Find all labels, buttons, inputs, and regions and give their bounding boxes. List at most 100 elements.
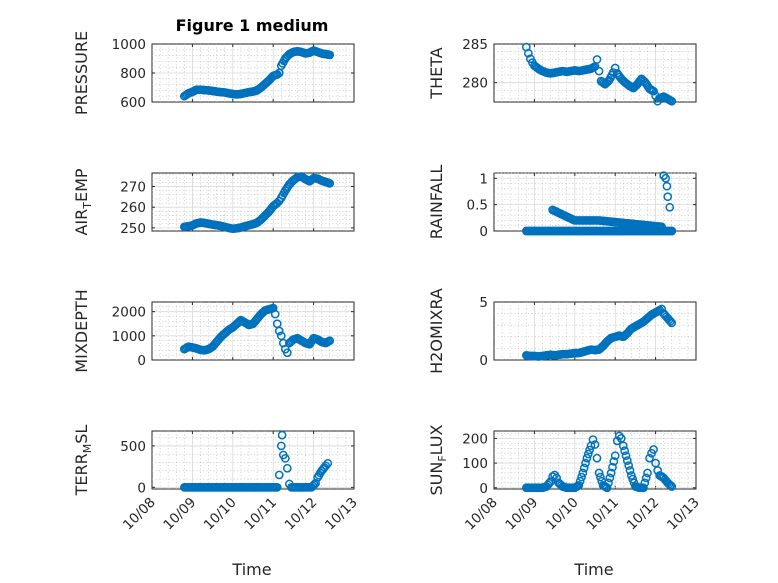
data-point xyxy=(574,480,584,490)
series-markers xyxy=(521,171,677,236)
y-tick-label: 0 xyxy=(479,224,488,240)
y-tick-label: 200 xyxy=(462,431,488,447)
data-point xyxy=(592,55,602,64)
data-point xyxy=(282,463,292,473)
y-tick-label: 500 xyxy=(120,439,146,455)
data-point xyxy=(546,477,555,486)
data-point xyxy=(282,348,292,358)
y-axis-label-main: AIR xyxy=(72,209,91,236)
series-markers xyxy=(179,46,335,101)
y-axis-label-suffix: LUX xyxy=(427,424,446,455)
data-point xyxy=(272,482,282,492)
y-tick-label: 1000 xyxy=(112,329,146,345)
data-point xyxy=(610,451,620,461)
y-tick-label: 100 xyxy=(462,456,488,472)
x-tick-label: 10/09 xyxy=(502,495,541,534)
data-point xyxy=(610,63,620,73)
y-axis-label-main: MIXDEPTH xyxy=(72,289,91,372)
x-tick-label: 10/12 xyxy=(624,495,663,534)
data-point xyxy=(663,192,673,202)
data-point xyxy=(622,456,632,465)
data-point xyxy=(649,86,658,96)
data-point xyxy=(641,473,651,483)
data-point xyxy=(608,462,617,472)
data-point xyxy=(325,50,335,60)
data-point xyxy=(645,453,654,463)
data-point xyxy=(272,70,282,79)
y-tick-label: 1000 xyxy=(112,37,146,53)
y-axis-label: PRESSURE xyxy=(72,31,91,115)
data-point xyxy=(321,461,331,471)
plot-area xyxy=(493,43,697,103)
x-axis-label-right: Time xyxy=(573,560,613,579)
y-axis-label-sub: M xyxy=(81,444,94,454)
data-point xyxy=(666,316,675,326)
data-point xyxy=(621,451,631,461)
data-point xyxy=(308,481,318,491)
y-axis-label-main: SUN xyxy=(427,462,446,496)
data-point xyxy=(280,453,290,463)
data-point xyxy=(523,48,533,58)
data-point xyxy=(667,96,677,106)
data-point xyxy=(270,309,280,319)
plot-area xyxy=(151,430,355,490)
x-tick-label: 10/09 xyxy=(160,495,199,534)
y-axis-label-suffix: SL xyxy=(72,425,91,444)
subplot-pressure: 600 800 1000 PRESSURE xyxy=(72,31,355,115)
data-point xyxy=(588,435,598,444)
data-point xyxy=(594,66,604,76)
y-axis-label-main: PRESSURE xyxy=(72,31,91,115)
subplot-terr-msl: 10/08 10/09 10/10 10/11 10/12 10/13 0 500 TERRMS… xyxy=(72,425,361,534)
data-point xyxy=(311,478,320,488)
x-tick-label: 10/08 xyxy=(120,495,159,534)
figure-title: Figure 1 medium xyxy=(176,16,329,35)
y-tick-label: 280 xyxy=(462,76,488,92)
data-point xyxy=(585,445,594,455)
y-axis-label: AIRTEMP xyxy=(72,168,94,235)
data-point xyxy=(614,431,624,441)
data-point xyxy=(274,470,284,480)
y-axis-label: RAINFALL xyxy=(427,165,446,240)
data-point xyxy=(276,441,286,451)
x-tick-label: 10/08 xyxy=(462,495,501,534)
x-tick-label: 10/13 xyxy=(664,495,703,534)
subplot-rainfall: 0 0.5 1 RAINFALL xyxy=(427,165,697,240)
y-axis-label-sub: F xyxy=(436,455,449,461)
x-tick-label: 10/11 xyxy=(583,495,622,534)
series-markers xyxy=(521,304,677,361)
data-point xyxy=(581,458,590,468)
data-point xyxy=(325,179,335,188)
data-point xyxy=(309,480,319,489)
y-tick-label: 800 xyxy=(120,66,146,82)
data-point xyxy=(639,483,648,493)
subplot-air-temp: 250 260 270 AIRTEMP xyxy=(72,168,355,237)
y-tick-label: 0.5 xyxy=(467,198,488,214)
subplot-mixdepth: 0 1000 2000 MIXDEPTH xyxy=(72,289,355,373)
y-tick-label: 2000 xyxy=(112,305,146,321)
y-tick-label: 1 xyxy=(479,171,488,187)
data-point xyxy=(592,453,602,463)
series-markers xyxy=(179,303,335,358)
y-axis-label-main: RAINFALL xyxy=(427,165,446,240)
y-tick-label: 260 xyxy=(120,200,146,216)
data-point xyxy=(667,318,677,328)
y-axis-label: MIXDEPTH xyxy=(72,289,91,372)
y-tick-label: 0 xyxy=(479,481,488,497)
y-axis-label: TERRMSL xyxy=(72,425,94,497)
data-point xyxy=(548,472,557,482)
y-axis-label-suffix: EMP xyxy=(72,168,91,202)
series-markers xyxy=(179,430,333,492)
data-point xyxy=(605,473,615,483)
data-point xyxy=(323,458,333,468)
y-tick-label: 0 xyxy=(137,480,146,496)
data-point xyxy=(625,466,635,475)
data-point xyxy=(643,468,652,478)
y-axis-label: THETA xyxy=(427,47,446,99)
x-tick-label: 10/10 xyxy=(201,495,240,534)
data-point xyxy=(649,445,658,454)
data-point xyxy=(594,468,604,478)
data-point xyxy=(578,468,588,478)
y-tick-label: 5 xyxy=(479,295,488,311)
data-point xyxy=(667,482,677,491)
series-markers xyxy=(179,172,335,234)
